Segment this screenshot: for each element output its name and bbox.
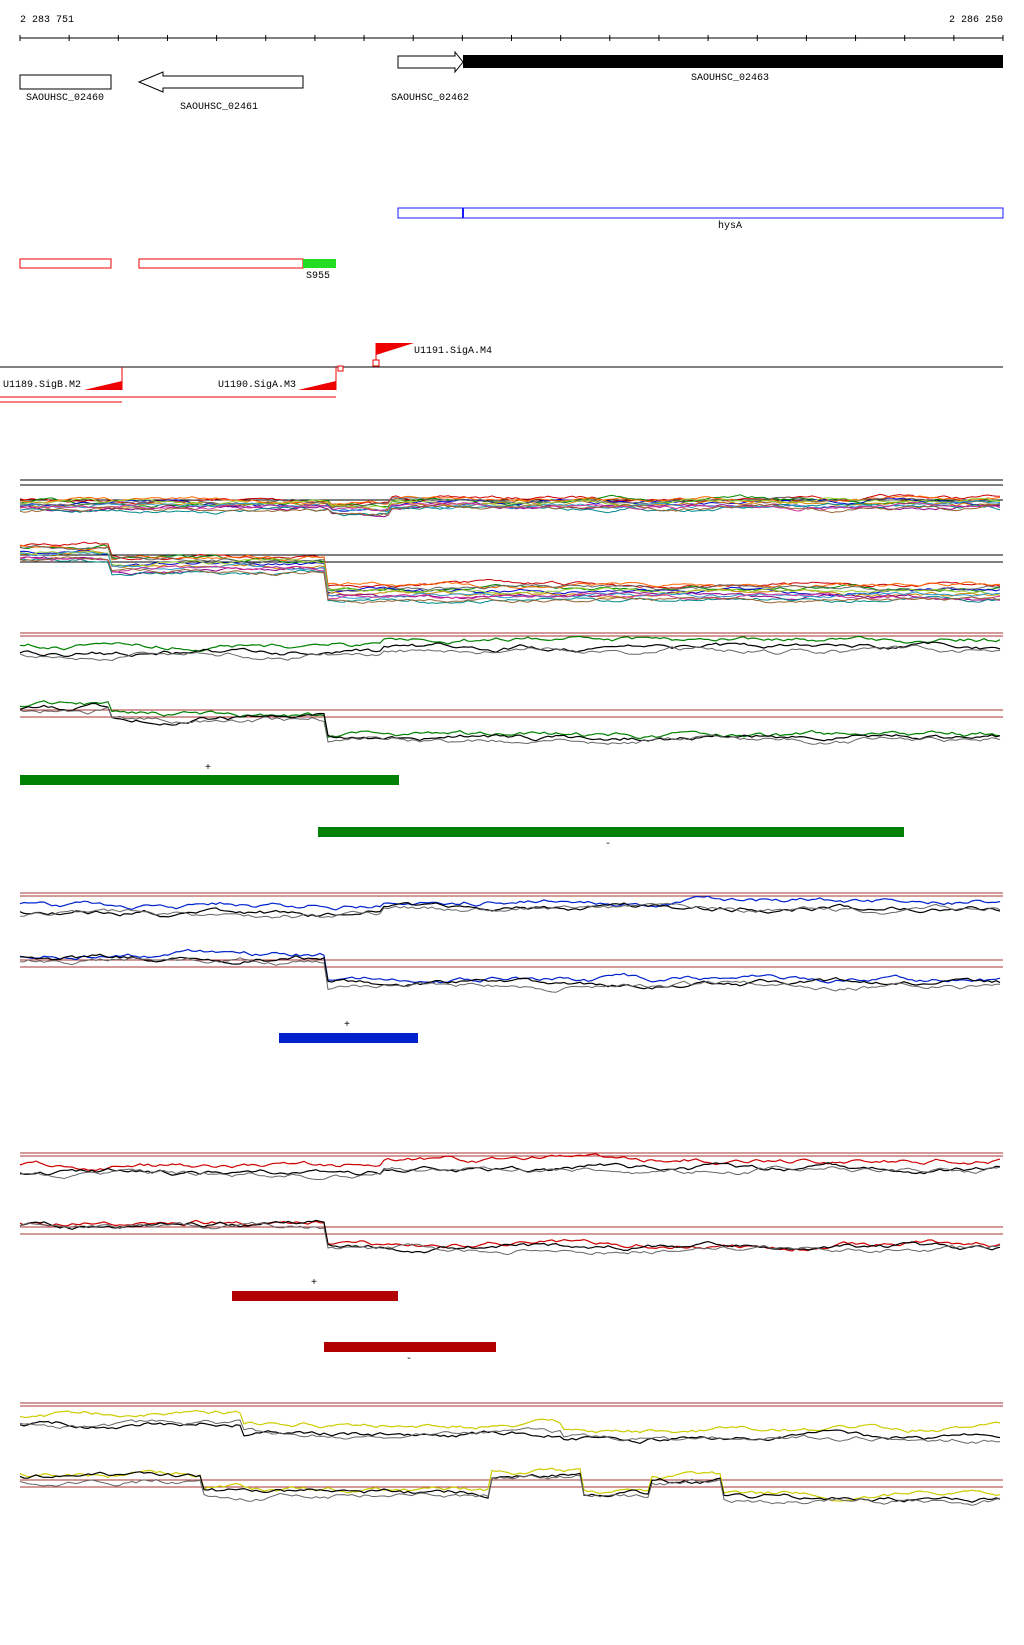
trace (19, 556, 1001, 604)
feature-label: S955 (306, 271, 330, 282)
trace (19, 550, 1001, 596)
trace (19, 502, 1001, 517)
trace (19, 496, 1001, 509)
feature (397, 207, 1004, 219)
trace (19, 544, 1001, 592)
trace (19, 541, 1001, 589)
signal-traces (19, 479, 1003, 1506)
segment-bar (232, 1291, 398, 1301)
trace (19, 1420, 1001, 1445)
ruler-end: 2 286 250 (949, 15, 1003, 26)
trace (19, 948, 1001, 984)
trace (19, 558, 1001, 604)
trace (19, 706, 1001, 745)
trace (19, 544, 1000, 590)
trace (19, 901, 1001, 918)
gene-label: SAOUHSC_02462 (391, 93, 469, 104)
feature (138, 258, 304, 269)
gene (19, 74, 112, 90)
segment-bar (318, 827, 904, 837)
trace (19, 644, 1001, 662)
trace (19, 1467, 1001, 1502)
ruler-start: 2 283 751 (20, 15, 74, 26)
segment-bar (20, 775, 399, 785)
gene-arrow (137, 71, 304, 93)
trace (19, 1409, 1001, 1434)
trace (19, 503, 1001, 517)
trace (19, 556, 1001, 601)
trace (19, 497, 1001, 510)
segment-strand: + (205, 763, 211, 774)
promoter-label: U1189.SigB.M2 (3, 379, 81, 391)
feature-label: hysA (718, 220, 742, 232)
segment-strand: + (344, 1020, 350, 1031)
trace (19, 895, 1001, 911)
gene-arrow (397, 50, 464, 74)
promoter-flag (298, 381, 336, 390)
promoter-label: U1190.SigA.M3 (218, 379, 296, 391)
trace (19, 1474, 1001, 1506)
trace (19, 902, 1001, 919)
promoter-label: U1191.SigA.M4 (414, 345, 492, 357)
trace (19, 641, 1001, 658)
trace (19, 953, 1001, 990)
promoter-site (337, 365, 344, 372)
trace (19, 700, 1001, 740)
segment-bar (324, 1342, 496, 1352)
promoter-flag (376, 343, 414, 355)
trace (19, 500, 1001, 513)
trace (19, 635, 1001, 653)
segment-strand: - (406, 1354, 412, 1365)
trace (19, 1221, 1001, 1256)
segment-strand: + (311, 1278, 317, 1289)
gene (463, 55, 1003, 68)
trace (19, 544, 1001, 593)
trace (19, 1162, 1001, 1176)
feature (19, 258, 112, 269)
trace (19, 1419, 1001, 1444)
gene-label: SAOUHSC_02463 (691, 73, 769, 84)
trace (19, 1153, 1001, 1172)
feature (303, 259, 336, 268)
gene-label: SAOUHSC_02461 (180, 102, 258, 113)
promoter-flag (84, 381, 122, 390)
segment-bar (279, 1033, 418, 1043)
trace (19, 1165, 1001, 1180)
gene-label: SAOUHSC_02460 (26, 93, 104, 104)
promoter-site (372, 359, 380, 367)
segment-strand: - (605, 839, 611, 850)
ruler-ticks (19, 35, 1004, 41)
trace (19, 956, 1001, 993)
